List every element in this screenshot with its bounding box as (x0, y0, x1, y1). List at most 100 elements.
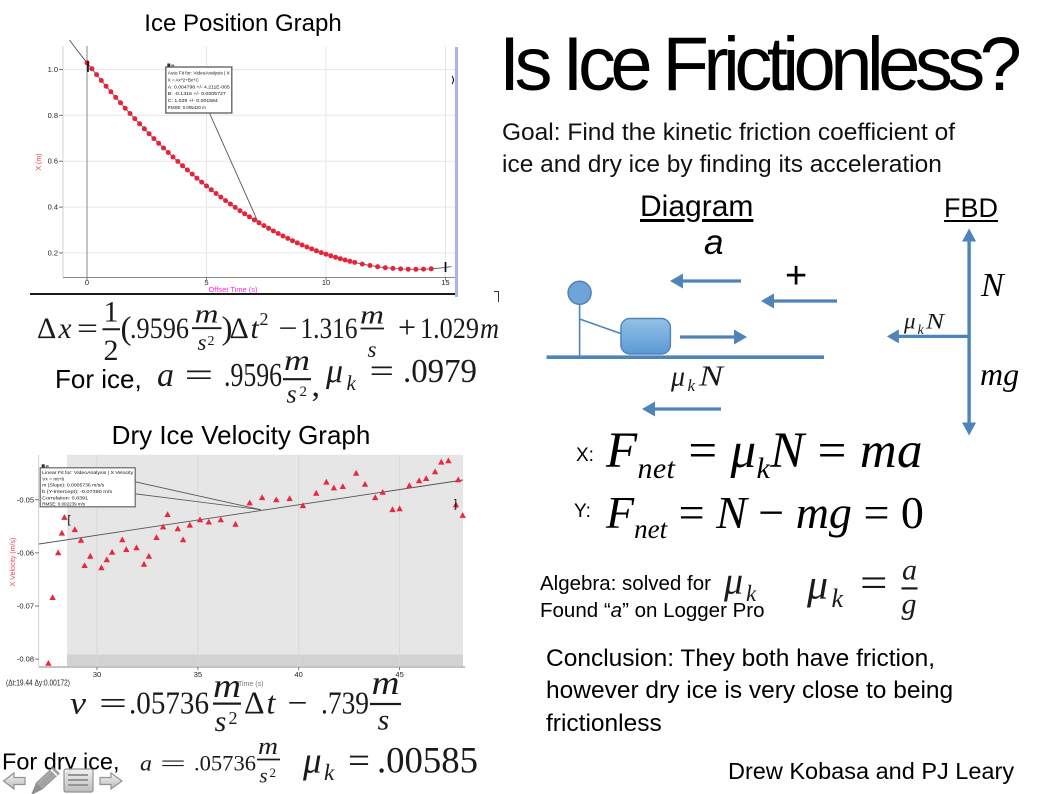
svg-text:m: m (195, 300, 219, 329)
svg-text:k: k (746, 581, 757, 606)
svg-text:μ: μ (302, 740, 322, 781)
svg-text:m: m (360, 301, 384, 330)
svg-text:k: k (324, 760, 335, 785)
svg-text:10: 10 (322, 278, 330, 287)
svg-text:−: − (288, 685, 308, 721)
svg-text:.9596: .9596 (130, 312, 189, 345)
svg-text:45: 45 (395, 670, 403, 679)
svg-text:m: m (258, 734, 278, 760)
svg-text:N: N (925, 309, 946, 334)
svg-text:[: [ (68, 514, 71, 526)
svg-text:B: -0.1316 +/- 0.0005727: B: -0.1316 +/- 0.0005727 (168, 91, 226, 96)
svg-text:2: 2 (260, 309, 269, 329)
svg-text:m (Slope): 0.0005736 m/s/s: m (Slope): 0.0005736 m/s/s (42, 483, 105, 488)
svg-text:a: a (157, 357, 174, 394)
svg-text:v: v (70, 685, 87, 721)
svg-text:]: ] (454, 498, 457, 510)
svg-text:(: ( (121, 311, 132, 347)
svg-text:40: 40 (295, 670, 303, 679)
svg-text:X (m): X (m) (36, 153, 43, 170)
svg-text:s: s (378, 704, 390, 737)
svg-text:s: s (368, 337, 377, 362)
svg-text:5: 5 (204, 278, 208, 287)
svg-text:0: 0 (85, 278, 89, 287)
svg-text:,: , (312, 367, 321, 404)
svg-text:μ: μ (325, 353, 343, 390)
svg-text:s: s (198, 330, 207, 355)
svg-text:X = Ax^2+Bx+C: X = Ax^2+Bx+C (168, 77, 200, 82)
svg-text:.0979: .0979 (403, 353, 477, 390)
svg-text:Correlation: 0.8391: Correlation: 0.8391 (42, 495, 88, 500)
svg-text:=: = (370, 353, 395, 390)
svg-text:=: = (77, 312, 98, 345)
svg-text:t: t (267, 685, 277, 721)
svg-text:μ: μ (806, 563, 828, 609)
svg-text:Δ: Δ (230, 312, 249, 345)
svg-text:Δ: Δ (37, 312, 56, 345)
svg-text:.9596: .9596 (224, 357, 282, 394)
svg-text:t: t (251, 312, 260, 345)
svg-text:μ: μ (670, 362, 685, 393)
svg-text:N: N (698, 362, 725, 393)
svg-text:=: = (348, 740, 370, 781)
svg-text:2: 2 (229, 708, 238, 728)
svg-text:0.8: 0.8 (48, 111, 58, 120)
svg-text:C: 1.029 +/- 0.001594: C: 1.029 +/- 0.001594 (168, 98, 218, 103)
svg-text:RMSE: 0.005420 m: RMSE: 0.005420 m (168, 105, 206, 110)
svg-text:=: = (160, 751, 186, 776)
svg-text:2: 2 (300, 384, 308, 400)
svg-text:k: k (347, 371, 357, 395)
svg-text:A: 0.004798 +/- 4.211E-005: A: 0.004798 +/- 4.211E-005 (168, 84, 230, 89)
svg-text:-0.07: -0.07 (17, 602, 34, 611)
svg-text:X Velocity (m/s): X Velocity (m/s) (10, 538, 17, 587)
svg-text:0.6: 0.6 (48, 157, 58, 166)
svg-text:.05736: .05736 (129, 685, 209, 721)
svg-text:Vx = mt+b: Vx = mt+b (42, 476, 64, 481)
svg-text:(Δt:19.44 Δy:0.00172): (Δt:19.44 Δy:0.00172) (6, 679, 70, 688)
svg-text:k: k (688, 376, 696, 395)
svg-text:2: 2 (208, 334, 215, 349)
svg-text:0.4: 0.4 (48, 203, 58, 212)
svg-text:s: s (259, 764, 267, 788)
svg-text:+: + (398, 309, 416, 345)
svg-text:m: m (213, 668, 241, 705)
svg-text:m: m (284, 344, 310, 377)
svg-text:Δ: Δ (244, 685, 265, 721)
svg-text:1.029: 1.029 (420, 312, 479, 345)
svg-text:=: = (860, 561, 888, 607)
svg-text:1.316: 1.316 (301, 312, 358, 345)
svg-text:1.0: 1.0 (48, 65, 58, 74)
svg-text:k: k (918, 323, 925, 338)
svg-text:35: 35 (194, 670, 202, 679)
svg-text:.00585: .00585 (377, 740, 478, 781)
svg-text:For dry ice,: For dry ice, (2, 749, 120, 775)
svg-text:RMSE: 0.002239 m/s: RMSE: 0.002239 m/s (42, 502, 86, 507)
svg-text:2: 2 (270, 765, 277, 780)
svg-text:.739: .739 (321, 685, 369, 721)
svg-text:μ: μ (903, 309, 916, 334)
svg-text:-0.06: -0.06 (17, 548, 34, 557)
svg-text:b (Y-Intercept): -0.07390 m/s: b (Y-Intercept): -0.07390 m/s (42, 489, 113, 494)
svg-text:g: g (902, 588, 917, 621)
svg-text:): ) (222, 311, 233, 347)
svg-text:μ: μ (723, 561, 743, 603)
svg-text:m: m (480, 312, 499, 345)
svg-text:a: a (902, 554, 917, 587)
svg-text:Auto Fit for: VideoAnalysis |: Auto Fit for: VideoAnalysis | X (168, 71, 231, 76)
svg-text:s: s (286, 380, 296, 409)
svg-text:Linear Fit for: VideoAnalysis: Linear Fit for: VideoAnalysis | X Veloci… (42, 470, 134, 475)
svg-text:=: = (99, 685, 127, 721)
svg-text:-0.08: -0.08 (17, 655, 34, 664)
svg-text:15: 15 (441, 278, 449, 287)
svg-text:=: = (185, 357, 214, 394)
svg-text:s: s (215, 705, 227, 738)
svg-text:1: 1 (104, 296, 119, 329)
svg-text:m: m (372, 665, 400, 702)
svg-text:k: k (832, 584, 844, 613)
svg-text:a: a (140, 751, 152, 776)
svg-text:Time (s): Time (s) (238, 681, 263, 688)
svg-text:-0.05: -0.05 (17, 495, 34, 504)
svg-text:.05736: .05736 (194, 751, 256, 776)
svg-text:0.2: 0.2 (48, 248, 58, 257)
svg-text:30: 30 (93, 670, 101, 679)
